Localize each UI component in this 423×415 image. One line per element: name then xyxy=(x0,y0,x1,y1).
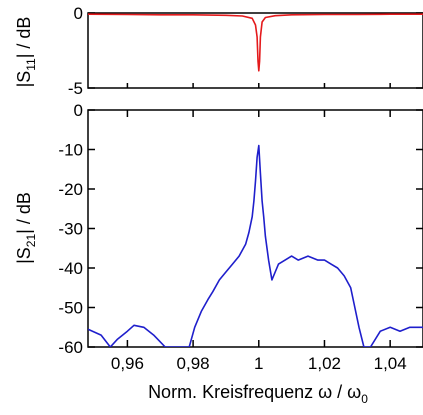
s21-ytick-label: 0 xyxy=(74,101,83,120)
s21-series-line xyxy=(88,144,423,347)
s21-xtick-label: 1,04 xyxy=(374,354,407,373)
s11-plot-frame xyxy=(87,12,423,89)
s21-panel: 0 -10 -20 -30 -40 -50 -60 0,96 0,98 1 1,02 1,04 |S2… xyxy=(14,101,423,406)
s11-ytick-label: 0 xyxy=(74,4,83,23)
s11-ytick-label: -5 xyxy=(68,79,83,98)
s21-ytick-label: -10 xyxy=(58,141,83,160)
s11-panel: 0 -5 |S11| / dB xyxy=(14,4,423,98)
s21-ytick-label: -20 xyxy=(58,180,83,199)
s21-xtick-label: 0,98 xyxy=(177,354,210,373)
s21-xtick-label: 1 xyxy=(254,354,263,373)
s21-ytick-label: -50 xyxy=(58,299,83,318)
s21-ytick-label: -40 xyxy=(58,259,83,278)
x-axis-label: Norm. Kreisfrequenz ω / ω0 xyxy=(148,382,368,406)
s21-xtick-label: 0,96 xyxy=(111,354,144,373)
s11-series-line xyxy=(88,13,423,72)
s11-ylabel: |S11| / dB xyxy=(14,17,38,88)
s21-ytick-label: -30 xyxy=(58,220,83,239)
s21-ylabel: |S21| / dB xyxy=(14,192,38,264)
s21-xtick-label: 1,02 xyxy=(308,354,341,373)
s21-plot-frame xyxy=(87,109,423,348)
s21-ytick-label: -60 xyxy=(58,338,83,357)
